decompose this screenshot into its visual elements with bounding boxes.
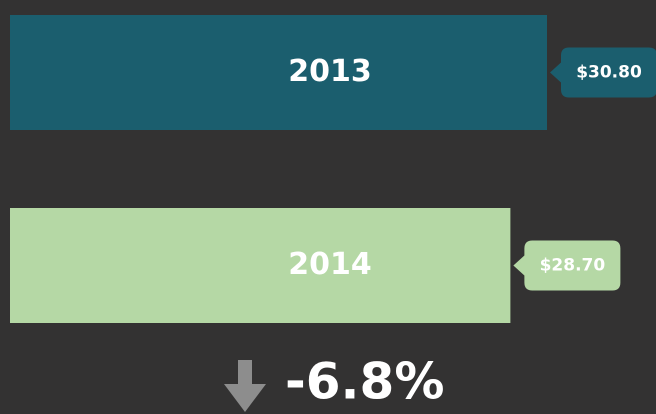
value-label: $30.80 bbox=[576, 63, 642, 83]
value-tooltip bbox=[513, 240, 621, 291]
value-label: $28.70 bbox=[540, 256, 606, 276]
down-arrow bbox=[224, 360, 266, 412]
value-tooltip bbox=[550, 47, 656, 98]
category-label: 2013 bbox=[288, 54, 372, 89]
bar bbox=[10, 208, 511, 323]
bar bbox=[10, 15, 547, 130]
change-annotation: -6.8% bbox=[285, 353, 444, 411]
category-label: 2014 bbox=[288, 247, 372, 282]
